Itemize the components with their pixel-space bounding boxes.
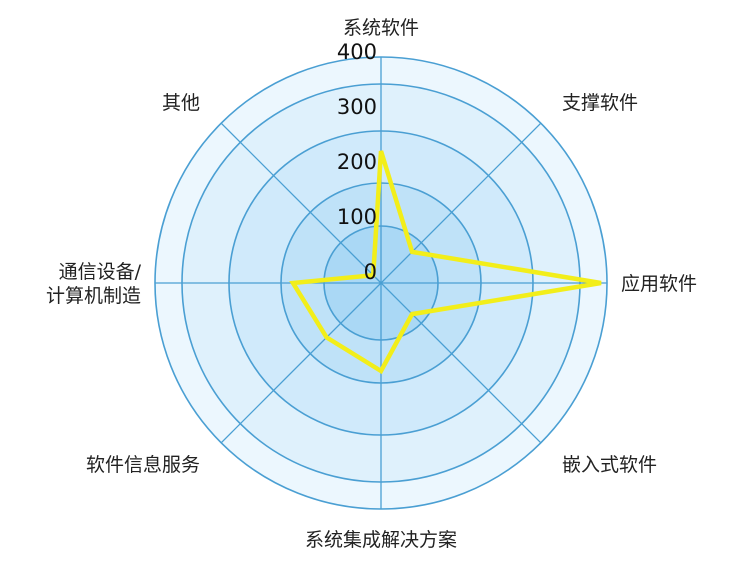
tick-label-400: 400 [337, 40, 377, 64]
category-label-5: 系统集成解决方案 [305, 529, 457, 551]
spoke-4 [380, 282, 542, 444]
spoke-2 [380, 122, 542, 284]
series-line [289, 150, 602, 375]
category-label-2: 支撑软件 [562, 92, 638, 114]
radar-series [289, 150, 602, 375]
radial-tick-labels: 0 100 200 300 400 [337, 40, 377, 284]
tick-label-100: 100 [337, 205, 377, 229]
tick-label-300: 300 [337, 95, 377, 119]
category-label-1: 系统软件 [343, 17, 419, 39]
tick-label-0: 0 [364, 260, 377, 284]
category-label-7: 通信设备/计算机制造 [46, 261, 142, 307]
category-label-3: 应用软件 [621, 273, 697, 295]
category-label-4: 嵌入式软件 [562, 454, 657, 476]
category-label-8: 其他 [162, 92, 200, 114]
radar-spokes [155, 57, 607, 509]
spoke-8 [220, 122, 382, 284]
tick-label-200: 200 [337, 150, 377, 174]
category-label-6: 软件信息服务 [86, 454, 200, 476]
spoke-6 [220, 282, 382, 444]
